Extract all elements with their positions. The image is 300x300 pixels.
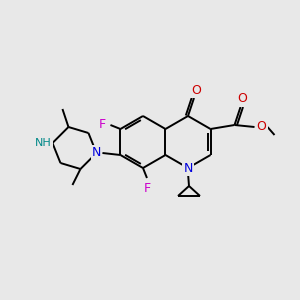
Text: N: N	[92, 146, 101, 160]
Text: O: O	[256, 119, 266, 133]
Text: O: O	[191, 83, 201, 97]
Text: O: O	[238, 92, 248, 106]
Text: N: N	[183, 161, 193, 175]
Text: F: F	[99, 118, 106, 131]
Text: NH: NH	[35, 138, 52, 148]
Text: F: F	[143, 182, 151, 194]
